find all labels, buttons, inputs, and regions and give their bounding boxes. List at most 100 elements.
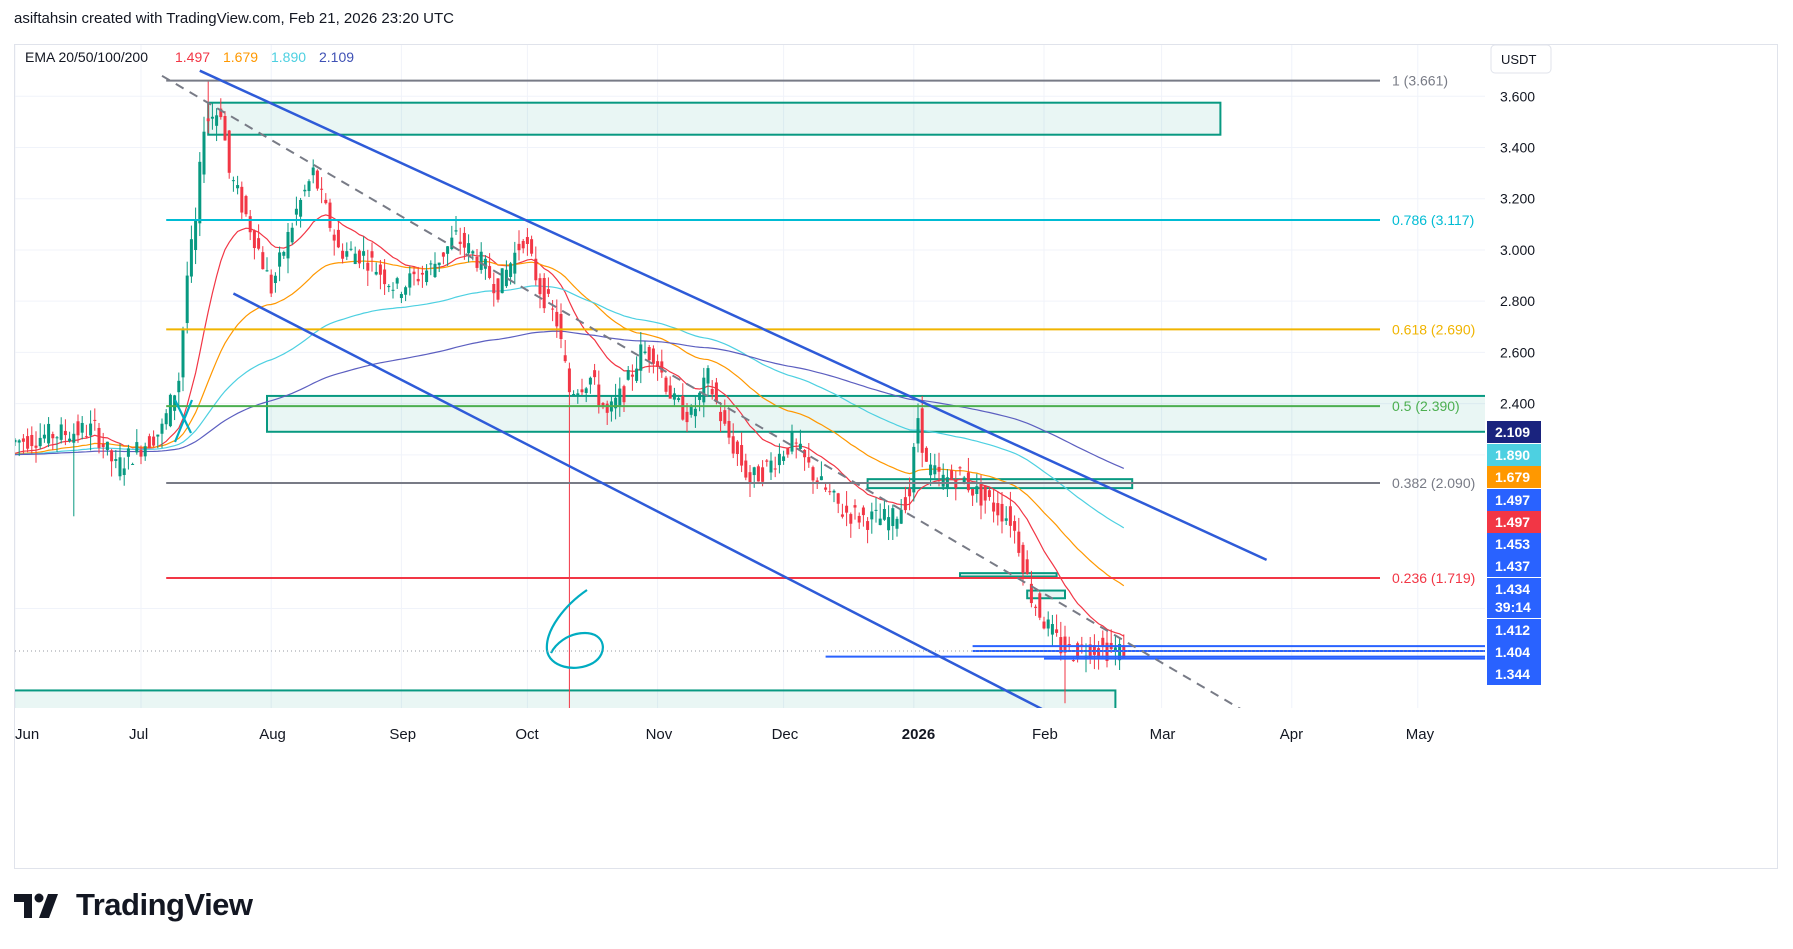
candle-body: [664, 377, 668, 392]
candle-body: [811, 467, 815, 481]
candle-body: [366, 262, 370, 271]
candle-body: [643, 351, 647, 354]
candle-body: [971, 488, 975, 496]
candle-body: [647, 347, 651, 361]
price-tag-bg: [1487, 533, 1541, 555]
price-tag: 1.453: [1495, 536, 1530, 552]
candle-body: [126, 448, 130, 457]
price-chart[interactable]: 1 (3.661) 0.786 (3.117) 0.618 (2.690) 0.5 (…: [15, 45, 1779, 870]
candle-body: [84, 436, 88, 438]
candle-body: [702, 377, 706, 403]
candle-body: [362, 251, 366, 256]
candle-body: [551, 308, 555, 310]
candle-body: [135, 442, 139, 453]
candle-body: [824, 487, 828, 490]
y-tick-label: 2.400: [1500, 396, 1535, 412]
price-tag: 1.344: [1495, 666, 1530, 682]
candle-body: [706, 368, 710, 384]
currency-button[interactable]: [1490, 45, 1552, 74]
candle-body: [828, 491, 832, 493]
candle-body: [891, 508, 895, 527]
candle-body: [685, 411, 689, 423]
x-tick-label: Sep: [389, 726, 416, 743]
candle-body: [987, 490, 991, 498]
candle-body: [769, 460, 773, 473]
candle-body: [1038, 593, 1042, 618]
candle-body: [131, 463, 135, 465]
candle-body: [420, 272, 424, 275]
candle-body: [618, 388, 622, 406]
candle-body: [853, 505, 857, 508]
candle-body: [433, 263, 437, 278]
candle-body: [580, 389, 584, 393]
candle-body: [1042, 621, 1046, 629]
x-tick-label: Aug: [259, 726, 286, 743]
x-tick-label: Feb: [1032, 726, 1058, 743]
candle-body: [395, 278, 399, 284]
candle-body: [861, 507, 865, 516]
candle-body: [727, 421, 731, 438]
candle-body: [328, 202, 332, 228]
price-tag: 1.497: [1495, 492, 1530, 508]
candle-body: [294, 208, 298, 215]
candle-body: [601, 403, 605, 408]
candle-body: [1046, 619, 1050, 629]
fib-label: 1 (3.661): [1392, 73, 1448, 89]
candle-body: [311, 167, 315, 176]
price-tag: 1.497: [1495, 514, 1530, 530]
candle-body: [202, 131, 206, 175]
candle-body: [710, 388, 714, 395]
fib-label: 0.236 (1.719): [1392, 570, 1475, 586]
candle-body: [59, 424, 63, 440]
price-tag: 1.437: [1495, 558, 1530, 574]
candle-body: [1067, 644, 1071, 646]
candle-body: [857, 515, 861, 523]
candle-body: [605, 403, 609, 413]
candle-body: [689, 406, 693, 415]
candle-body: [996, 503, 1000, 516]
ema-legend-value: 1.679: [223, 49, 258, 65]
candle-body: [177, 380, 181, 393]
candle-body: [101, 443, 105, 448]
candle-body: [467, 243, 471, 254]
candle-body: [51, 434, 55, 439]
candle-body: [979, 482, 983, 506]
candle-body: [446, 246, 450, 254]
candle-body: [1071, 660, 1075, 662]
candle-body: [840, 514, 844, 517]
x-tick-label: Jul: [129, 726, 148, 743]
candle-body: [740, 445, 744, 466]
price-tag-bg: [1487, 489, 1541, 511]
chart-frame[interactable]: 1 (3.661) 0.786 (3.117) 0.618 (2.690) 0.5 (…: [14, 44, 1778, 869]
candle-body: [34, 445, 38, 448]
y-tick-label: 3.000: [1500, 242, 1535, 258]
tradingview-logo-icon: [14, 893, 58, 918]
candle-body: [425, 270, 429, 283]
candle-body: [992, 502, 996, 512]
channel-lower: [232, 292, 1043, 708]
candle-body: [870, 511, 874, 520]
candle-body: [782, 456, 786, 461]
candle-body: [1017, 531, 1021, 553]
candle-body: [26, 436, 30, 449]
candle-body: [756, 466, 760, 482]
candle-body: [622, 386, 626, 403]
candle-body: [593, 370, 597, 378]
price-tag-bg: [1487, 511, 1541, 533]
candle-body: [68, 438, 72, 442]
candle-body: [714, 382, 718, 403]
candle-body: [509, 263, 513, 277]
candle-body: [475, 256, 479, 268]
candle-body: [1055, 629, 1059, 633]
candle-body: [525, 237, 529, 244]
plot-area: 1 (3.661) 0.786 (3.117) 0.618 (2.690) 0.5 (…: [15, 45, 1485, 708]
ema-100-line: [15, 285, 1125, 529]
candle-body: [244, 196, 248, 215]
candle-body: [517, 243, 521, 251]
candle-body: [110, 450, 114, 462]
candle-body: [899, 509, 903, 524]
candle-body: [315, 170, 319, 189]
supply-zone-top: [207, 101, 1222, 136]
candle-body: [471, 251, 475, 254]
candle-body: [807, 457, 811, 463]
